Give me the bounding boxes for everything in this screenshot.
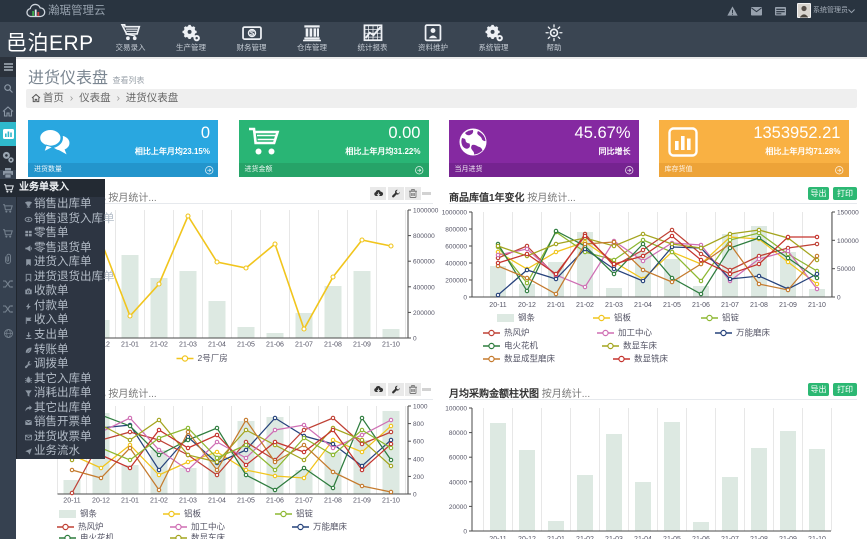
svg-text:21-04: 21-04 xyxy=(208,498,226,505)
svg-text:21-08: 21-08 xyxy=(750,302,768,309)
svg-text:40000: 40000 xyxy=(449,479,467,486)
svg-text:100000: 100000 xyxy=(445,406,467,413)
svg-text:21-07: 21-07 xyxy=(295,342,313,349)
svg-text:加工中心: 加工中心 xyxy=(618,328,653,338)
svg-text:20000: 20000 xyxy=(449,504,467,511)
svg-text:万能磨床: 万能磨床 xyxy=(313,522,348,532)
svg-text:0: 0 xyxy=(413,492,417,499)
svg-text:21-02: 21-02 xyxy=(576,536,594,539)
svg-text:21-09: 21-09 xyxy=(779,302,797,309)
svg-text:21-05: 21-05 xyxy=(237,498,255,505)
svg-text:21-02: 21-02 xyxy=(150,498,168,505)
svg-text:钢条: 钢条 xyxy=(518,313,536,323)
svg-text:800: 800 xyxy=(413,421,424,428)
svg-text:21-09: 21-09 xyxy=(353,498,371,505)
svg-text:数显车床: 数显车床 xyxy=(191,533,226,539)
svg-text:600000: 600000 xyxy=(445,244,467,251)
svg-text:600: 600 xyxy=(413,439,424,446)
svg-text:21-03: 21-03 xyxy=(179,498,197,505)
svg-text:21-07: 21-07 xyxy=(295,498,313,505)
svg-text:200000: 200000 xyxy=(413,310,435,317)
svg-text:21-01: 21-01 xyxy=(121,498,139,505)
svg-text:21-09: 21-09 xyxy=(353,342,371,349)
svg-text:20-12: 20-12 xyxy=(518,302,536,309)
svg-text:20-11: 20-11 xyxy=(489,302,506,309)
svg-text:20-12: 20-12 xyxy=(92,498,110,505)
svg-text:0: 0 xyxy=(837,295,841,302)
svg-text:0: 0 xyxy=(413,336,417,343)
svg-text:万能磨床: 万能磨床 xyxy=(736,328,771,338)
svg-text:1000000: 1000000 xyxy=(442,210,468,217)
svg-text:铝板: 铝板 xyxy=(614,313,632,323)
svg-text:0: 0 xyxy=(463,295,467,302)
svg-text:钢条: 钢条 xyxy=(80,509,98,519)
svg-text:80000: 80000 xyxy=(449,430,467,437)
svg-text:400000: 400000 xyxy=(413,284,435,291)
svg-text:20-11: 20-11 xyxy=(489,536,506,539)
svg-text:数显车床: 数显车床 xyxy=(623,341,658,351)
svg-text:21-02: 21-02 xyxy=(150,342,168,349)
svg-text:200: 200 xyxy=(413,474,424,481)
svg-text:21-08: 21-08 xyxy=(324,342,342,349)
svg-text:21-04: 21-04 xyxy=(634,536,652,539)
svg-text:电火花机: 电火花机 xyxy=(504,341,539,351)
svg-text:21-10: 21-10 xyxy=(382,498,400,505)
svg-text:21-08: 21-08 xyxy=(750,536,768,539)
svg-text:400: 400 xyxy=(413,456,424,463)
svg-text:150000: 150000 xyxy=(837,210,859,217)
svg-text:21-01: 21-01 xyxy=(547,536,565,539)
svg-text:热风炉: 热风炉 xyxy=(504,328,530,338)
svg-text:21-03: 21-03 xyxy=(179,342,197,349)
svg-text:数显铣床: 数显铣床 xyxy=(634,354,669,364)
svg-text:21-05: 21-05 xyxy=(663,536,681,539)
svg-text:铝锭: 铝锭 xyxy=(296,509,314,519)
svg-text:21-06: 21-06 xyxy=(266,498,284,505)
svg-text:21-10: 21-10 xyxy=(808,302,826,309)
svg-text:21-03: 21-03 xyxy=(605,302,623,309)
svg-text:60000: 60000 xyxy=(449,455,467,462)
svg-text:电火花机: 电火花机 xyxy=(80,533,115,539)
svg-text:21-04: 21-04 xyxy=(208,342,226,349)
svg-text:加工中心: 加工中心 xyxy=(191,522,226,532)
svg-text:1000000: 1000000 xyxy=(413,208,439,215)
svg-text:21-07: 21-07 xyxy=(721,536,739,539)
svg-text:21-10: 21-10 xyxy=(382,342,400,349)
svg-text:600000: 600000 xyxy=(413,259,435,266)
svg-text:200000: 200000 xyxy=(445,278,467,285)
svg-text:21-05: 21-05 xyxy=(663,302,681,309)
svg-text:400000: 400000 xyxy=(445,261,467,268)
svg-text:0: 0 xyxy=(463,529,467,536)
svg-text:20-12: 20-12 xyxy=(518,536,536,539)
svg-text:21-04: 21-04 xyxy=(634,302,652,309)
svg-text:21-06: 21-06 xyxy=(692,536,710,539)
svg-text:21-08: 21-08 xyxy=(324,498,342,505)
svg-text:800000: 800000 xyxy=(445,227,467,234)
svg-text:热风炉: 热风炉 xyxy=(78,522,104,532)
svg-text:21-10: 21-10 xyxy=(808,536,826,539)
svg-text:21-07: 21-07 xyxy=(721,302,739,309)
svg-text:21-06: 21-06 xyxy=(266,342,284,349)
svg-text:1000: 1000 xyxy=(413,404,428,411)
svg-text:50000: 50000 xyxy=(837,266,855,273)
svg-text:21-09: 21-09 xyxy=(779,536,797,539)
svg-text:21-02: 21-02 xyxy=(576,302,594,309)
svg-text:数显成型磨床: 数显成型磨床 xyxy=(504,354,556,364)
svg-text:铝锭: 铝锭 xyxy=(722,313,740,323)
svg-text:21-01: 21-01 xyxy=(547,302,565,309)
svg-text:2号厂房: 2号厂房 xyxy=(198,353,228,363)
svg-text:20-11: 20-11 xyxy=(63,498,80,505)
svg-text:21-03: 21-03 xyxy=(605,536,623,539)
svg-text:$: $ xyxy=(249,29,254,38)
svg-text:100000: 100000 xyxy=(837,238,859,245)
svg-text:铝板: 铝板 xyxy=(184,509,202,519)
svg-text:21-01: 21-01 xyxy=(121,342,139,349)
svg-text:21-06: 21-06 xyxy=(692,302,710,309)
svg-text:21-05: 21-05 xyxy=(237,342,255,349)
svg-text:800000: 800000 xyxy=(413,233,435,240)
